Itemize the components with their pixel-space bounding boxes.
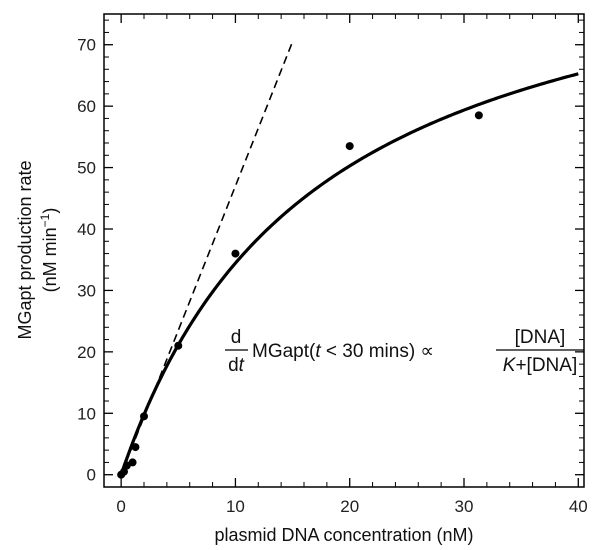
data-point (231, 249, 240, 258)
major-ticks (104, 14, 584, 487)
eq-frac1-numerator: d (231, 327, 242, 348)
x-tick-label: 20 (340, 497, 359, 516)
tick-labels: 0 10 20 30 40 0 10 20 30 40 50 60 70 (77, 36, 588, 516)
y-tick-label: 60 (77, 97, 96, 116)
y-tick-label: 10 (77, 404, 96, 423)
eq-frac2-denominator: K+[DNA] (503, 355, 577, 376)
x-axis-title: plasmid DNA concentration (nM) (214, 525, 473, 545)
data-point (345, 142, 354, 151)
eq-body: MGapt(t < 30 mins) ∝ (252, 341, 434, 362)
data-point (140, 412, 148, 421)
minor-ticks (104, 14, 584, 487)
x-tick-label: 10 (226, 497, 245, 516)
x-tick-label: 40 (569, 497, 588, 516)
plot-frame (103, 13, 585, 488)
rate-equation: d dt MGapt(t < 30 mins) ∝ [DNA] K+[DNA] (225, 327, 584, 376)
y-tick-label: 0 (87, 466, 96, 485)
y-axis-title: MGapt production rate (15, 160, 35, 339)
eq-frac1-denominator: dt (228, 355, 245, 376)
fit-curve (119, 72, 579, 476)
y-tick-label: 70 (77, 36, 96, 55)
x-tick-label: 30 (455, 497, 474, 516)
data-point (174, 341, 183, 350)
eq-frac2-numerator: [DNA] (515, 327, 566, 348)
y-axis-units: (nM min−1) (38, 208, 60, 293)
data-point (474, 111, 483, 120)
y-tick-label: 20 (77, 343, 96, 362)
y-tick-label: 50 (77, 159, 96, 178)
data-points (117, 111, 483, 479)
data-point (128, 458, 137, 467)
y-tick-label: 30 (77, 281, 96, 300)
x-tick-label: 0 (116, 497, 125, 516)
y-tick-label: 40 (77, 220, 96, 239)
data-point (120, 467, 128, 476)
data-point (131, 443, 140, 452)
